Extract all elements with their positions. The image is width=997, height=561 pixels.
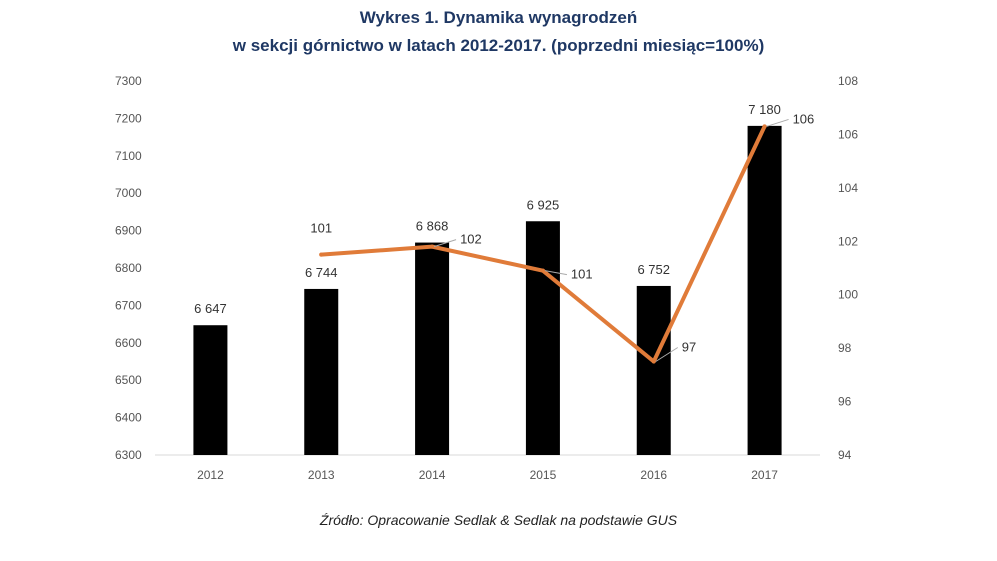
line-data-label: 106 [793, 111, 815, 126]
bar-data-label: 6 925 [527, 197, 560, 212]
line-point [430, 244, 435, 249]
y-left-tick-label: 6500 [115, 373, 142, 387]
line-point [762, 124, 767, 129]
y-left-tick-label: 7000 [115, 186, 142, 200]
line-label-leader [544, 270, 568, 276]
line-data-label: 101 [571, 267, 593, 282]
y-right-tick-label: 106 [838, 127, 858, 141]
line-point [540, 268, 545, 273]
y-left-tick-label: 6400 [115, 411, 142, 425]
bar [747, 125, 782, 455]
y-left-tick-label: 6800 [115, 261, 142, 275]
x-tick-label: 2015 [530, 468, 557, 482]
y-right-tick-label: 100 [838, 288, 858, 302]
y-left-tick-label: 6300 [115, 448, 142, 462]
y-left-tick-label: 6700 [115, 298, 142, 312]
y-right-tick-label: 102 [838, 234, 858, 248]
y-right-tick-label: 98 [838, 341, 852, 355]
chart-source: Źródło: Opracowanie Sedlak & Sedlak na p… [319, 512, 678, 528]
x-tick-label: 2016 [640, 468, 667, 482]
line-point [651, 359, 656, 364]
line-point [319, 252, 324, 257]
chart-title-line-1: Wykres 1. Dynamika wynagrodzeń [359, 8, 638, 27]
bar [415, 242, 450, 455]
bar [525, 221, 560, 455]
y-left-tick-label: 6900 [115, 224, 142, 238]
bar-data-label: 6 868 [416, 219, 449, 234]
y-right-tick-label: 96 [838, 395, 852, 409]
y-left-tick-label: 7100 [115, 149, 142, 163]
line-data-label: 101 [310, 221, 332, 236]
bar-data-label: 6 744 [305, 265, 338, 280]
chart-title-line-2: w sekcji górnictwo w latach 2012-2017. (… [232, 36, 765, 55]
y-right-tick-label: 108 [838, 74, 858, 88]
line-data-label: 102 [460, 232, 482, 247]
line-data-label: 97 [682, 340, 696, 355]
line-label-leader [766, 118, 789, 127]
y-left-tick-label: 7300 [115, 74, 142, 88]
line-label-leader [433, 239, 457, 248]
line-label-leader [655, 347, 679, 362]
bar-data-label: 6 752 [637, 262, 670, 277]
x-tick-label: 2013 [308, 468, 335, 482]
x-tick-label: 2012 [197, 468, 224, 482]
bar [193, 325, 228, 455]
y-right-tick-label: 94 [838, 448, 852, 462]
bar [636, 285, 671, 455]
y-left-tick-label: 7200 [115, 111, 142, 125]
x-tick-label: 2014 [419, 468, 446, 482]
y-right-tick-label: 104 [838, 181, 858, 195]
bar-data-label: 6 647 [194, 301, 227, 316]
x-tick-label: 2017 [751, 468, 778, 482]
bar [304, 288, 339, 455]
bar-data-label: 7 180 [748, 102, 781, 117]
y-left-tick-label: 6600 [115, 336, 142, 350]
